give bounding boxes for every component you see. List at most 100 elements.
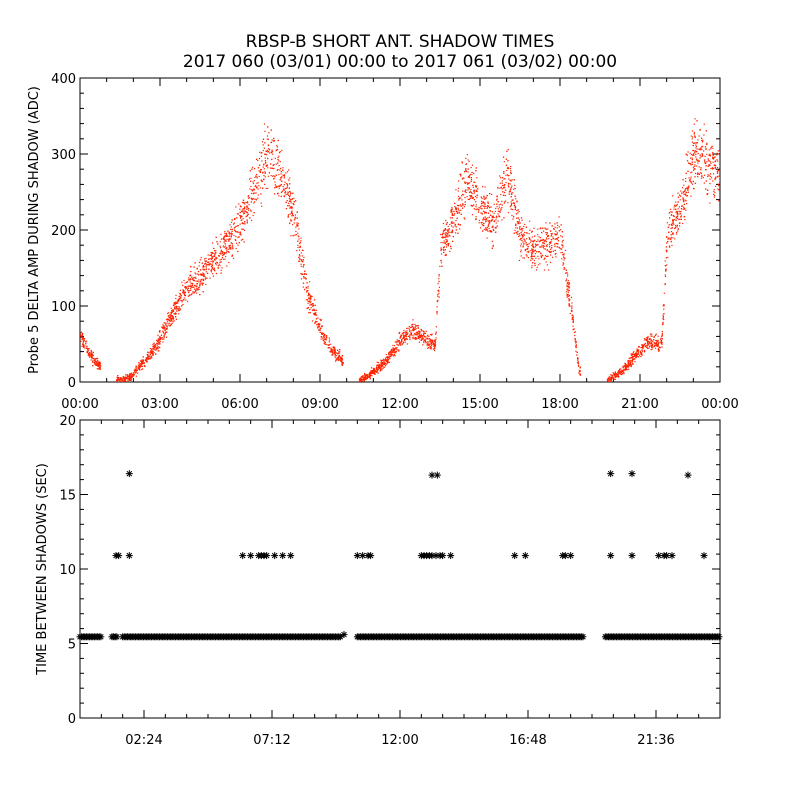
data-point [91,353,94,355]
data-point [555,238,557,240]
data-point [447,229,450,231]
data-point [86,340,88,342]
data-point [526,232,528,234]
data-point [531,240,533,242]
data-point [130,372,132,375]
data-point [521,219,523,221]
data-point [390,353,393,355]
data-point [490,231,493,233]
data-point [646,337,649,339]
data-point [625,368,627,370]
data-point [336,349,339,351]
data-point [611,376,613,379]
data-point [81,333,84,336]
data-point [427,342,429,345]
data-point [667,238,669,240]
data-point [332,352,334,354]
data-point [403,329,405,332]
data-point [366,373,368,376]
data-point [263,153,266,155]
data-point [211,255,213,257]
data-point [616,375,618,377]
data-point [163,335,165,337]
data-point [498,215,501,218]
data-point [147,358,149,360]
data-point [341,363,343,365]
data-point [271,139,273,141]
data-point [171,311,173,313]
data-point [378,363,381,366]
data-point [716,170,719,173]
data-point [192,278,194,280]
data-point [680,210,682,213]
data-point [268,132,270,134]
data-point [243,229,246,231]
data-point [550,251,552,253]
data-point [384,358,387,360]
data-point [628,363,630,365]
data-point [718,175,720,177]
data-point [402,337,404,339]
data-point [195,285,197,287]
data-point [510,201,512,203]
data-point [713,188,715,191]
data-point [220,253,222,255]
data-point [491,193,493,196]
data-point [476,208,478,210]
data-point [391,354,394,356]
data-point [177,302,179,304]
data-point [263,174,265,177]
data-point [184,282,186,284]
data-point [241,228,243,230]
data-point [420,329,423,331]
data-point [545,240,547,243]
data-point [440,241,442,244]
data-point [534,249,537,251]
data-point [270,141,272,144]
data-point [191,293,193,295]
data-point [507,211,509,214]
data-point [384,365,387,367]
data-point [550,254,552,256]
data-point [716,154,718,156]
data-point [192,291,194,293]
data-point [507,160,509,162]
data-point [91,354,93,356]
data-point [334,350,336,352]
data-point [450,211,452,213]
data-point [649,343,651,345]
data-point [518,210,520,213]
data-point [481,208,483,210]
data-point [396,339,398,341]
data-point [300,278,303,280]
data-point [283,189,285,191]
data-point [219,264,221,267]
data-point [225,252,227,254]
data-point [655,339,657,342]
data-point [211,252,214,254]
data-point [694,152,696,154]
data-point [172,316,174,319]
data-point [498,210,501,212]
data-point [267,150,270,152]
data-point [238,242,240,244]
data-point [657,343,659,345]
data-point [631,358,634,361]
data-point [546,238,548,240]
data-point [694,176,696,178]
data-point [386,356,388,358]
data-point [539,237,541,239]
data-point [700,147,702,149]
data-point [99,366,101,369]
data-point [661,341,663,343]
data-point [660,341,662,343]
data-point [241,215,243,218]
data-point [411,325,413,327]
data-point [403,337,405,339]
data-point [640,350,642,352]
data-point [457,180,460,182]
data-point [503,178,505,180]
data-point [379,370,381,372]
data-point [255,158,258,160]
data-point [641,350,644,352]
